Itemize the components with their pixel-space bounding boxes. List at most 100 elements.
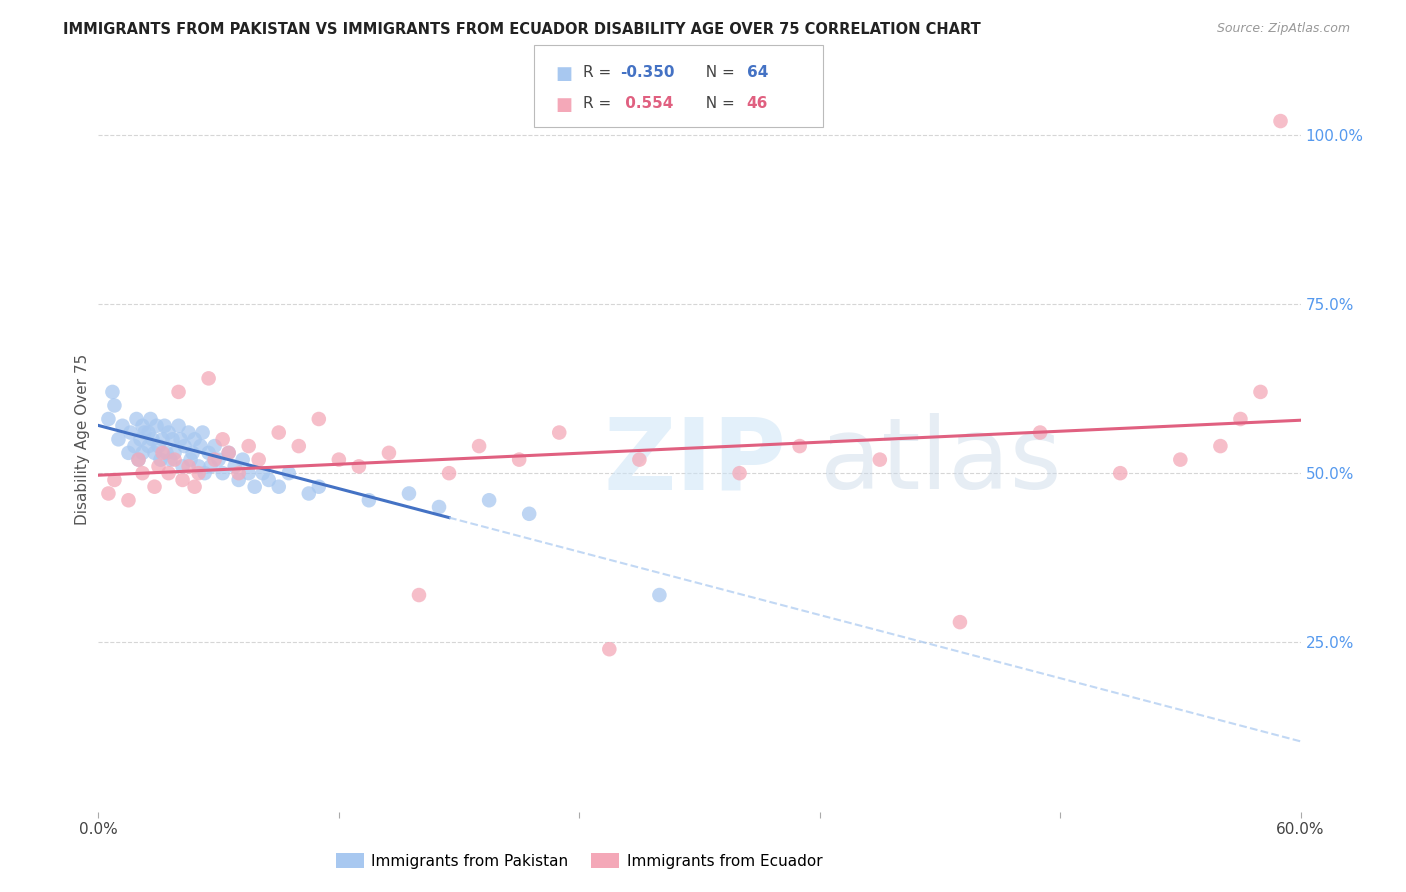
Text: N =: N = bbox=[696, 96, 740, 112]
Point bbox=[131, 446, 153, 460]
Point bbox=[183, 433, 205, 447]
Point bbox=[728, 466, 751, 480]
Point bbox=[155, 446, 177, 460]
Point bbox=[1250, 384, 1272, 399]
Text: ■: ■ bbox=[555, 96, 572, 114]
Point bbox=[97, 486, 120, 500]
Point bbox=[1170, 452, 1192, 467]
Point bbox=[789, 439, 811, 453]
Point bbox=[138, 439, 160, 453]
Point bbox=[145, 418, 167, 433]
Point bbox=[103, 473, 125, 487]
Point bbox=[129, 433, 152, 447]
Text: atlas: atlas bbox=[820, 413, 1062, 510]
Point bbox=[148, 459, 170, 474]
Point bbox=[200, 459, 222, 474]
Point bbox=[159, 452, 181, 467]
Point bbox=[183, 480, 205, 494]
Point bbox=[181, 446, 204, 460]
Point bbox=[124, 439, 146, 453]
Point bbox=[869, 452, 891, 467]
Point bbox=[194, 466, 217, 480]
Point bbox=[167, 418, 190, 433]
Point bbox=[169, 433, 191, 447]
Text: Source: ZipAtlas.com: Source: ZipAtlas.com bbox=[1216, 22, 1350, 36]
Point bbox=[190, 439, 212, 453]
Point bbox=[211, 466, 233, 480]
Point bbox=[197, 371, 219, 385]
Point bbox=[224, 459, 246, 474]
Point bbox=[187, 466, 209, 480]
Point bbox=[128, 452, 150, 467]
Point bbox=[143, 446, 166, 460]
Text: IMMIGRANTS FROM PAKISTAN VS IMMIGRANTS FROM ECUADOR DISABILITY AGE OVER 75 CORRE: IMMIGRANTS FROM PAKISTAN VS IMMIGRANTS F… bbox=[63, 22, 981, 37]
Point bbox=[177, 425, 200, 440]
Point bbox=[357, 493, 380, 508]
Point bbox=[143, 480, 166, 494]
Point bbox=[378, 446, 401, 460]
Point bbox=[437, 466, 460, 480]
Point bbox=[172, 459, 194, 474]
Point bbox=[162, 433, 184, 447]
Point bbox=[103, 399, 125, 413]
Point bbox=[228, 466, 250, 480]
Point bbox=[177, 459, 200, 474]
Text: R =: R = bbox=[583, 96, 617, 112]
Point bbox=[328, 452, 350, 467]
Point bbox=[628, 452, 651, 467]
Point bbox=[111, 418, 134, 433]
Point bbox=[131, 418, 153, 433]
Point bbox=[128, 452, 150, 467]
Point bbox=[347, 459, 370, 474]
Point bbox=[131, 466, 153, 480]
Point bbox=[267, 425, 290, 440]
Point bbox=[408, 588, 430, 602]
Point bbox=[211, 433, 233, 447]
Point bbox=[97, 412, 120, 426]
Text: ZIP: ZIP bbox=[603, 413, 786, 510]
Point bbox=[163, 446, 186, 460]
Text: 64: 64 bbox=[747, 65, 768, 80]
Point bbox=[101, 384, 124, 399]
Point bbox=[173, 439, 195, 453]
Point bbox=[153, 418, 176, 433]
Point bbox=[277, 466, 299, 480]
Text: 0.554: 0.554 bbox=[620, 96, 673, 112]
Point bbox=[238, 466, 260, 480]
Point bbox=[218, 446, 240, 460]
Point bbox=[180, 452, 202, 467]
Point bbox=[1029, 425, 1052, 440]
Point bbox=[243, 480, 266, 494]
Point bbox=[232, 452, 254, 467]
Point bbox=[208, 452, 231, 467]
Point bbox=[218, 446, 240, 460]
Point bbox=[298, 486, 321, 500]
Point bbox=[152, 433, 174, 447]
Point bbox=[267, 480, 290, 494]
Point bbox=[548, 425, 571, 440]
Point bbox=[191, 425, 214, 440]
Point bbox=[238, 439, 260, 453]
Point bbox=[478, 493, 501, 508]
Point bbox=[508, 452, 530, 467]
Point bbox=[308, 412, 330, 426]
Point bbox=[204, 439, 226, 453]
Point bbox=[949, 615, 972, 629]
Point bbox=[163, 452, 186, 467]
Point bbox=[117, 446, 139, 460]
Point bbox=[125, 412, 148, 426]
Point bbox=[157, 466, 180, 480]
Point bbox=[187, 459, 209, 474]
Point bbox=[427, 500, 450, 514]
Point bbox=[598, 642, 620, 657]
Point bbox=[152, 446, 174, 460]
Point bbox=[252, 466, 274, 480]
Point bbox=[120, 425, 142, 440]
Point bbox=[167, 384, 190, 399]
Point bbox=[398, 486, 420, 500]
Point bbox=[197, 446, 219, 460]
Point bbox=[1270, 114, 1292, 128]
Point bbox=[257, 473, 280, 487]
Text: 46: 46 bbox=[747, 96, 768, 112]
Point bbox=[134, 425, 156, 440]
